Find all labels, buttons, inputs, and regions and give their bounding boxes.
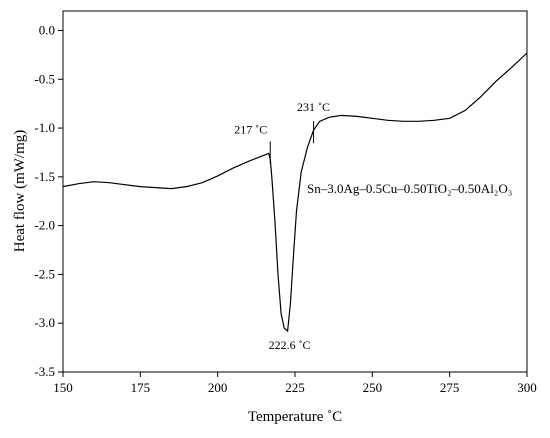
annotation-231: 231 ˚C (297, 100, 330, 114)
x-tick-label: 250 (363, 380, 383, 395)
y-tick-label: -2.5 (34, 266, 55, 281)
x-tick-label: 175 (131, 380, 151, 395)
annotation-217: 217 ˚C (234, 122, 267, 136)
x-tick-label: 150 (53, 380, 73, 395)
x-tick-label: 225 (285, 380, 305, 395)
x-axis-title: Temperature ˚C (248, 409, 342, 425)
y-axis: 0.0 -0.5 -1.0 -1.5 -2.0 -2.5 -3.0 -3.5 (34, 23, 63, 379)
y-tick-label: -2.0 (34, 218, 55, 233)
y-tick-label: -3.5 (34, 364, 55, 379)
y-tick-label: 0.0 (39, 23, 55, 38)
series-label: Sn–3.0Ag–0.5Cu–0.50TiO₂–0.50Al₂O₃ (307, 181, 512, 196)
x-tick-label: 200 (208, 380, 228, 395)
x-tick-label: 300 (517, 380, 537, 395)
y-tick-label: -3.0 (34, 315, 55, 330)
y-tick-label: -0.5 (34, 71, 55, 86)
y-axis-title: Heat flow (mW/mg) (12, 130, 28, 252)
y-tick-label: -1.0 (34, 120, 55, 135)
heat-flow-curve (62, 52, 528, 333)
annotation-peak: 222.6 ˚C (269, 338, 311, 352)
x-axis: 150 175 200 225 250 275 300 (53, 372, 537, 395)
x-tick-label: 275 (440, 380, 460, 395)
y-tick-label: -1.5 (34, 169, 55, 184)
